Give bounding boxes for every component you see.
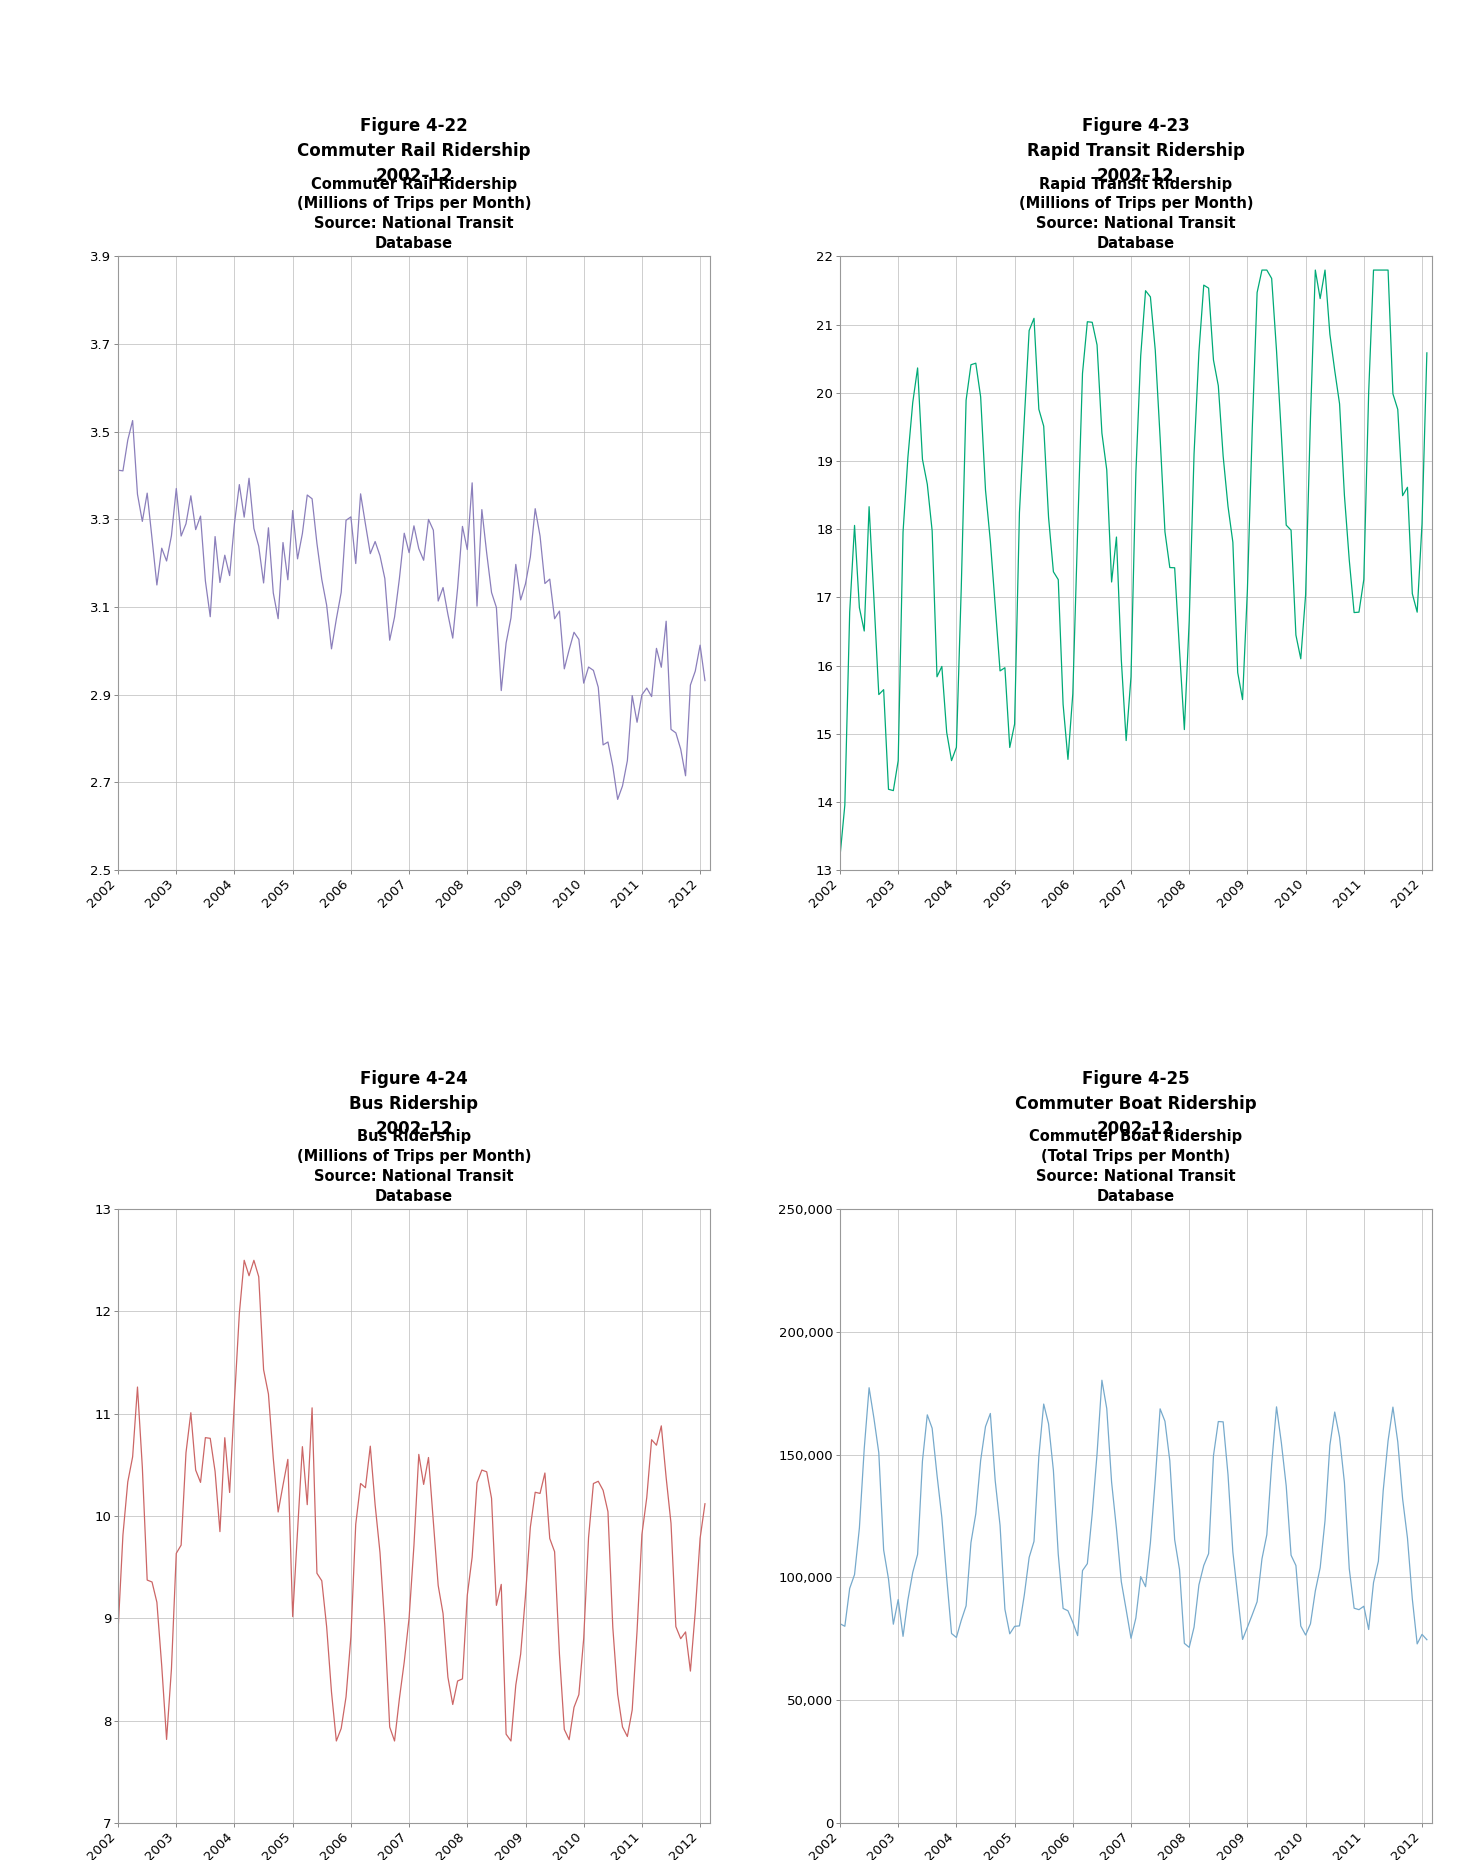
Title: Rapid Transit Ridership
(Millions of Trips per Month)
Source: National Transit
D: Rapid Transit Ridership (Millions of Tri… [1018, 177, 1253, 251]
Title: Commuter Rail Ridership
(Millions of Trips per Month)
Source: National Transit
D: Commuter Rail Ridership (Millions of Tri… [297, 177, 531, 251]
Text: Figure 4-22
Commuter Rail Ridership
2002–12: Figure 4-22 Commuter Rail Ridership 2002… [297, 117, 531, 186]
Text: Figure 4-25
Commuter Boat Ridership
2002–12: Figure 4-25 Commuter Boat Ridership 2002… [1015, 1070, 1256, 1138]
Title: Commuter Boat Ridership
(Total Trips per Month)
Source: National Transit
Databas: Commuter Boat Ridership (Total Trips per… [1029, 1129, 1243, 1203]
Text: Figure 4-24
Bus Ridership
2002–12: Figure 4-24 Bus Ridership 2002–12 [350, 1070, 478, 1138]
Title: Bus Ridership
(Millions of Trips per Month)
Source: National Transit
Database: Bus Ridership (Millions of Trips per Mon… [297, 1129, 531, 1203]
Text: Figure 4-23
Rapid Transit Ridership
2002–12: Figure 4-23 Rapid Transit Ridership 2002… [1027, 117, 1244, 186]
